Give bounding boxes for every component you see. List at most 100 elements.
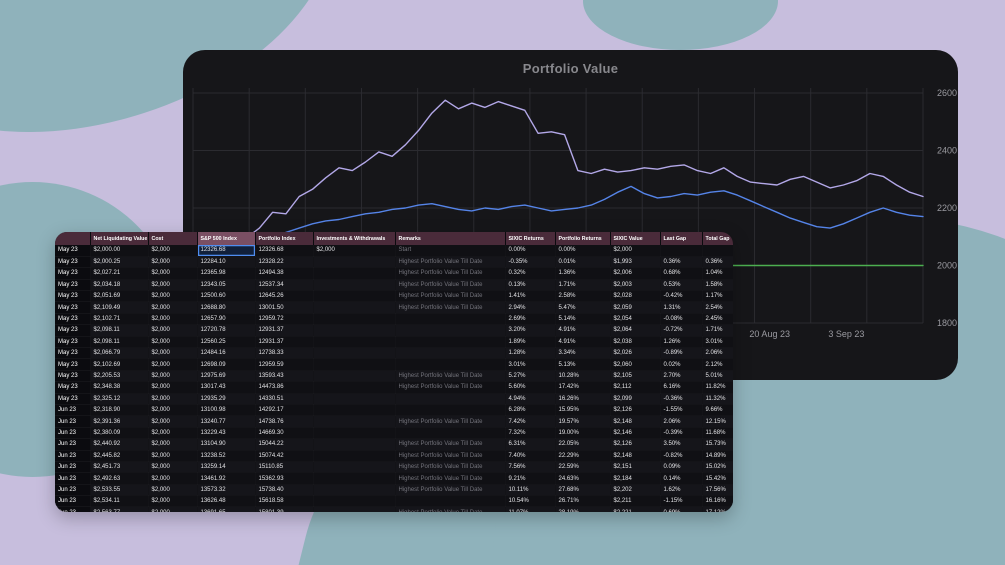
data-cell[interactable]: 7.42% xyxy=(505,416,555,427)
data-cell[interactable] xyxy=(395,359,505,370)
data-cell[interactable]: 19.00% xyxy=(555,427,610,438)
data-cell[interactable]: $2,000 xyxy=(148,427,197,438)
data-cell[interactable]: 1.04% xyxy=(702,268,733,279)
data-cell[interactable]: -0.36% xyxy=(660,393,702,404)
data-cell[interactable] xyxy=(395,348,505,359)
data-cell[interactable]: 0.69% xyxy=(660,507,702,512)
date-cell[interactable]: May 23 xyxy=(55,336,90,348)
data-cell[interactable] xyxy=(395,325,505,336)
data-cell[interactable]: 12365.98 xyxy=(197,268,255,279)
data-cell[interactable]: $2,000 xyxy=(148,484,197,495)
data-cell[interactable]: 22.59% xyxy=(555,461,610,472)
date-cell[interactable]: May 23 xyxy=(55,290,90,302)
data-cell[interactable]: $2,146 xyxy=(610,427,660,438)
date-cell[interactable]: Jun 23 xyxy=(55,404,90,416)
data-cell[interactable]: 28.19% xyxy=(555,507,610,512)
data-cell[interactable]: Highest Portfolio Value Till Date xyxy=(395,450,505,461)
data-cell[interactable]: 3.34% xyxy=(555,348,610,359)
date-cell[interactable]: Jun 23 xyxy=(55,438,90,451)
data-cell[interactable] xyxy=(395,313,505,324)
data-cell[interactable]: Highest Portfolio Value Till Date xyxy=(395,473,505,484)
data-cell[interactable]: 15074.42 xyxy=(255,450,313,461)
data-cell[interactable]: $2,027.21 xyxy=(90,268,148,279)
data-cell[interactable]: $2,202 xyxy=(610,484,660,495)
data-cell[interactable]: 13238.52 xyxy=(197,450,255,461)
data-cell[interactable]: Highest Portfolio Value Till Date xyxy=(395,507,505,512)
col-header-sixic-value[interactable]: SIXIC Value xyxy=(610,232,661,245)
date-cell[interactable]: May 23 xyxy=(55,313,90,325)
data-cell[interactable]: 15.02% xyxy=(702,461,733,472)
data-cell[interactable]: Highest Portfolio Value Till Date xyxy=(395,302,505,313)
data-cell[interactable]: $2,000 xyxy=(148,325,197,336)
data-cell[interactable]: $2,325.12 xyxy=(90,393,148,404)
data-cell[interactable]: 1.41% xyxy=(505,291,555,302)
data-cell[interactable]: 0.32% xyxy=(505,268,555,279)
data-cell[interactable]: $2,102.71 xyxy=(90,313,148,324)
data-cell[interactable]: $2,000 xyxy=(610,245,660,256)
date-cell[interactable]: Jun 23 xyxy=(55,506,90,512)
data-cell[interactable]: 12.15% xyxy=(702,416,733,427)
data-cell[interactable] xyxy=(313,256,395,267)
data-cell[interactable]: 1.62% xyxy=(660,484,702,495)
data-cell[interactable] xyxy=(313,279,395,290)
col-header-sixic-returns[interactable]: SIXIC Returns xyxy=(505,232,556,245)
data-cell[interactable]: 13691.65 xyxy=(197,507,255,512)
date-cell[interactable]: Jun 23 xyxy=(55,415,90,428)
data-cell[interactable]: 12935.29 xyxy=(197,393,255,404)
data-cell[interactable] xyxy=(313,404,395,415)
data-cell[interactable]: 12484.16 xyxy=(197,348,255,359)
data-cell[interactable]: Highest Portfolio Value Till Date xyxy=(395,291,505,302)
data-cell[interactable]: $2,109.49 xyxy=(90,302,148,313)
data-cell[interactable]: $2,028 xyxy=(610,291,660,302)
data-cell[interactable]: 4.91% xyxy=(555,336,610,347)
col-header-cost[interactable]: Cost xyxy=(148,232,198,245)
data-cell[interactable]: $2,318.90 xyxy=(90,404,148,415)
col-header-remarks[interactable]: Remarks xyxy=(395,232,506,245)
data-cell[interactable]: 22.05% xyxy=(555,439,610,450)
data-cell[interactable] xyxy=(313,268,395,279)
data-cell[interactable]: Highest Portfolio Value Till Date xyxy=(395,416,505,427)
data-cell[interactable]: 9.66% xyxy=(702,404,733,415)
data-cell[interactable]: -0.35% xyxy=(505,256,555,267)
data-cell[interactable]: 12698.09 xyxy=(197,359,255,370)
data-cell[interactable]: 19.57% xyxy=(555,416,610,427)
data-cell[interactable]: 13626.48 xyxy=(197,496,255,507)
data-cell[interactable] xyxy=(313,291,395,302)
data-cell[interactable]: $2,000 xyxy=(148,313,197,324)
data-cell[interactable] xyxy=(313,359,395,370)
data-cell[interactable]: 6.31% xyxy=(505,439,555,450)
data-cell[interactable]: 7.40% xyxy=(505,450,555,461)
date-cell[interactable]: May 23 xyxy=(55,393,90,405)
data-cell[interactable] xyxy=(313,336,395,347)
data-cell[interactable]: 2.94% xyxy=(505,302,555,313)
data-cell[interactable]: Highest Portfolio Value Till Date xyxy=(395,439,505,450)
data-cell[interactable]: 15801.39 xyxy=(255,507,313,512)
data-cell[interactable]: $2,051.69 xyxy=(90,291,148,302)
data-cell[interactable]: 24.63% xyxy=(555,473,610,484)
data-cell[interactable]: 12560.25 xyxy=(197,336,255,347)
data-cell[interactable]: -0.39% xyxy=(660,427,702,438)
data-cell[interactable]: 1.26% xyxy=(660,336,702,347)
data-cell[interactable]: 2.69% xyxy=(505,313,555,324)
data-cell[interactable]: 1.36% xyxy=(555,268,610,279)
col-header-total-gap[interactable]: Total Gap xyxy=(702,232,733,245)
data-cell[interactable]: $2,054 xyxy=(610,313,660,324)
data-cell[interactable]: 12326.68 xyxy=(255,245,313,256)
data-cell[interactable]: 10.54% xyxy=(505,496,555,507)
date-cell[interactable]: Jun 23 xyxy=(55,484,90,496)
data-cell[interactable]: 26.71% xyxy=(555,496,610,507)
data-cell[interactable]: $2,000 xyxy=(148,393,197,404)
data-cell[interactable] xyxy=(313,496,395,507)
data-cell[interactable]: $2,006 xyxy=(610,268,660,279)
data-cell[interactable]: 0.09% xyxy=(660,461,702,472)
data-cell[interactable] xyxy=(313,461,395,472)
data-cell[interactable]: 15.95% xyxy=(555,404,610,415)
col-header-date[interactable] xyxy=(55,232,91,245)
data-cell[interactable]: 13593.43 xyxy=(255,370,313,381)
data-cell[interactable]: $2,000 xyxy=(148,507,197,512)
data-cell[interactable]: 11.68% xyxy=(702,427,733,438)
col-header-portfolio-returns[interactable]: Portfolio Returns xyxy=(555,232,611,245)
data-cell[interactable] xyxy=(313,313,395,324)
data-cell[interactable]: 13229.43 xyxy=(197,427,255,438)
data-cell[interactable] xyxy=(313,370,395,381)
